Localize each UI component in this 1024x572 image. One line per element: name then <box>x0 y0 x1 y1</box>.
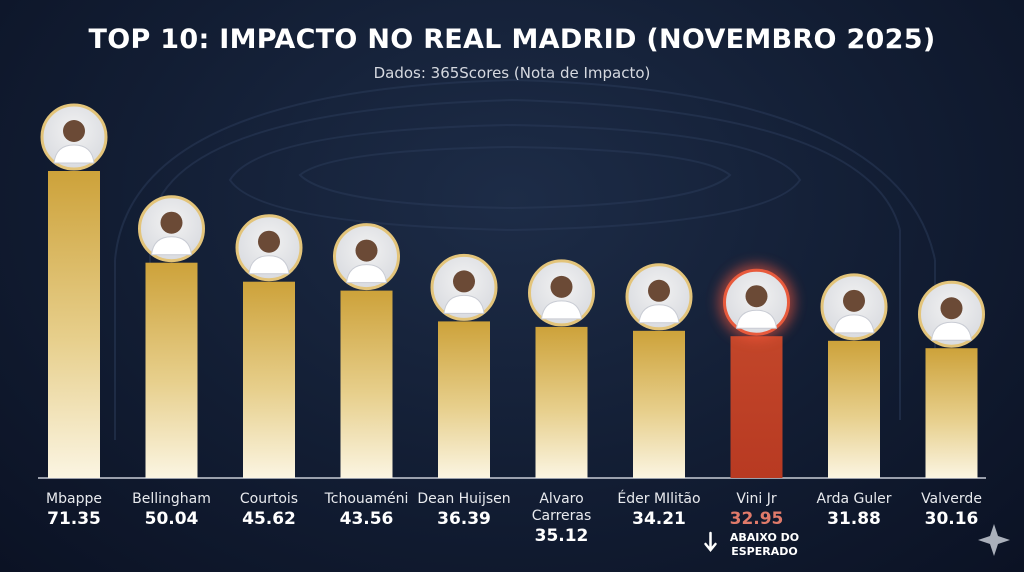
player-photo-icon <box>248 230 290 275</box>
bar-9 <box>925 348 978 478</box>
value-label-9: 30.16 <box>925 509 979 529</box>
value-label-3: 43.56 <box>340 509 394 529</box>
sparkle-icon <box>978 524 1010 556</box>
player-photo-icon <box>930 297 973 341</box>
bar-label-4: Dean Huijsen <box>417 491 510 507</box>
bar-label-9: Valverde <box>921 491 982 507</box>
value-label-4: 36.39 <box>437 509 491 529</box>
player-photo-icon <box>735 285 778 329</box>
player-avatar-1 <box>138 195 205 263</box>
player-avatar-8 <box>820 273 888 341</box>
bar-0 <box>48 171 100 478</box>
value-label-1: 50.04 <box>145 509 199 529</box>
value-label-6: 34.21 <box>632 509 686 529</box>
player-avatar-2 <box>235 214 303 282</box>
player-photo-icon <box>53 120 95 164</box>
player-photo-icon <box>345 239 388 284</box>
bar-2 <box>243 281 295 478</box>
bar-label-3: Tchouaméni <box>324 491 409 507</box>
bar-1 <box>145 262 198 478</box>
bar-label-1: Bellingham <box>132 491 211 507</box>
chart-title: TOP 10: IMPACTO NO REAL MADRID (NOVEMBRO… <box>88 24 936 55</box>
bar-label-0: Mbappe <box>46 491 102 507</box>
player-avatar-7 <box>723 268 790 336</box>
value-label-5: 35.12 <box>535 526 589 546</box>
arrow-down-icon <box>704 531 717 552</box>
player-avatar-0 <box>40 103 108 171</box>
value-label-2: 45.62 <box>242 509 296 529</box>
player-avatar-9 <box>918 280 985 348</box>
bar-label-5: Alvaro Carreras <box>532 491 592 524</box>
chart-subtitle: Dados: 365Scores (Nota de Impacto) <box>373 64 651 82</box>
player-photo-icon <box>150 211 193 256</box>
bar-4 <box>438 321 490 478</box>
bar-8 <box>828 340 880 478</box>
bar-label-7: Vini Jr <box>736 491 777 507</box>
value-label-8: 31.88 <box>827 509 881 529</box>
player-photo-icon <box>443 270 485 314</box>
player-photo-icon <box>540 275 583 320</box>
player-avatar-6 <box>625 263 693 331</box>
bar-label-8: Arda Guler <box>817 491 892 507</box>
player-photo-icon <box>833 289 875 334</box>
bar-7 <box>730 336 783 478</box>
bar-label-2: Courtois <box>240 491 298 507</box>
player-avatar-3 <box>333 223 400 291</box>
player-avatar-4 <box>430 253 498 321</box>
bar-5 <box>535 326 588 478</box>
bar-3 <box>340 290 393 478</box>
value-label-0: 71.35 <box>47 509 101 529</box>
value-label-7: 32.95 <box>730 509 784 529</box>
player-photo-icon <box>638 279 680 324</box>
bar-label-6: Éder MIlitão <box>617 490 700 507</box>
player-avatar-5 <box>528 259 595 327</box>
highlight-note: ABAIXO DO ESPERADO <box>730 531 799 558</box>
bar-6 <box>633 330 685 478</box>
